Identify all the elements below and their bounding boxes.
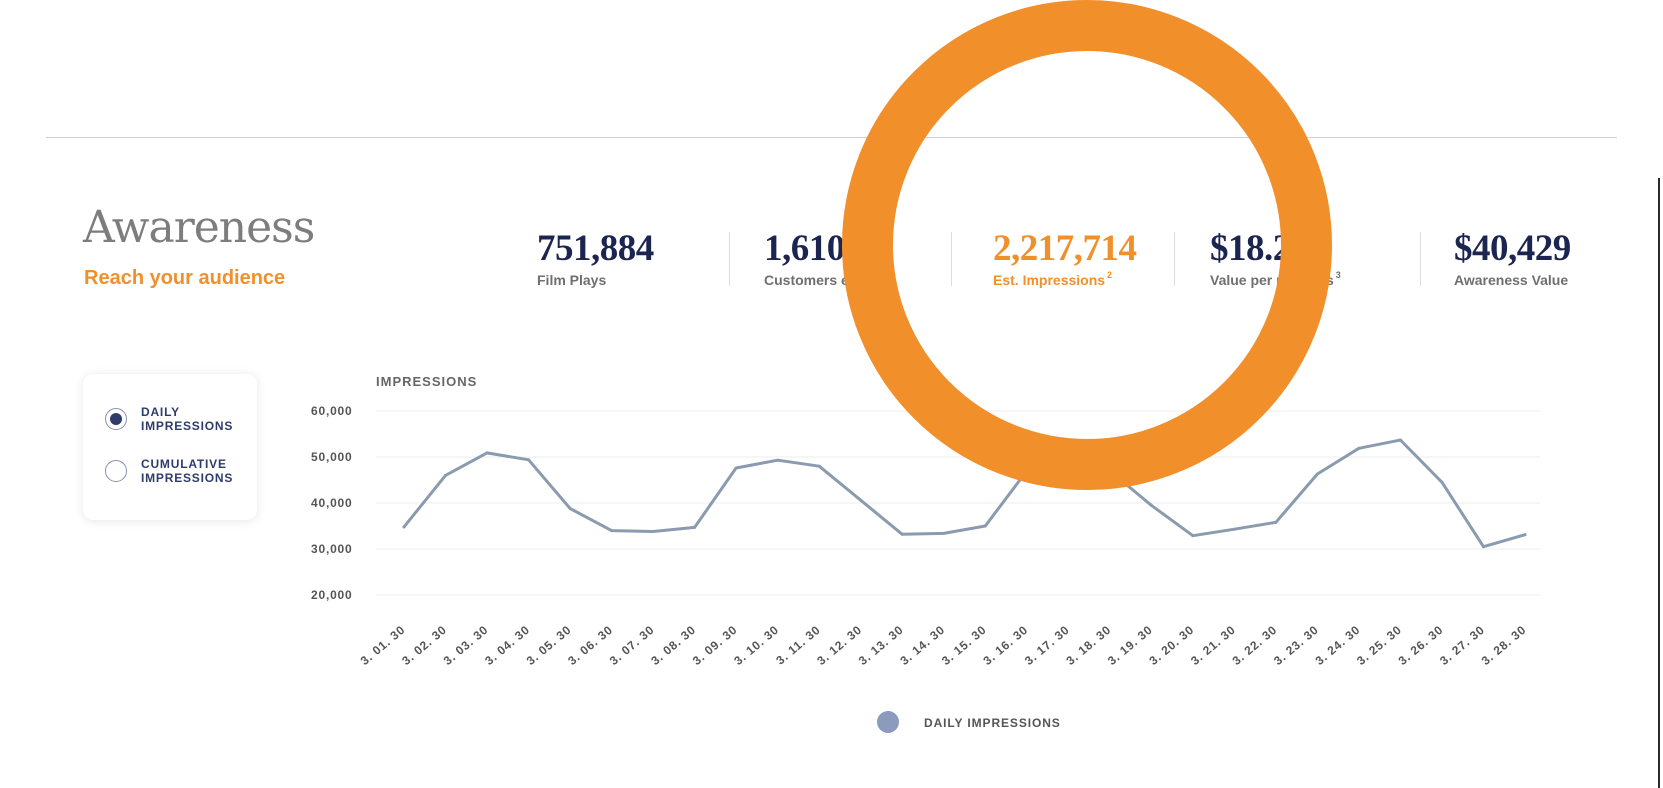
data-point	[1108, 469, 1112, 473]
y-tick-label: 20,000	[311, 588, 353, 602]
stat-value: $18.2	[1210, 228, 1291, 269]
data-point	[1066, 439, 1070, 443]
x-tick-label: 3. 16. 30	[980, 623, 1030, 668]
radio-selected-icon[interactable]	[105, 408, 127, 430]
x-tick-label: 3. 14. 30	[897, 623, 947, 668]
data-point	[610, 529, 614, 533]
data-point	[983, 524, 987, 528]
x-tick-label: 3. 23. 30	[1271, 623, 1321, 668]
y-tick-label: 60,000	[311, 404, 353, 418]
data-point	[1398, 438, 1402, 442]
legend-label: DAILY IMPRESSIONS	[924, 716, 1061, 730]
x-tick-label: 3. 19. 30	[1105, 623, 1155, 668]
x-tick-label: 3. 25. 30	[1354, 623, 1404, 668]
x-tick-label: 3. 21. 30	[1188, 623, 1238, 668]
x-tick-label: 3. 03. 30	[441, 623, 491, 668]
stat-separator	[1420, 232, 1421, 286]
daily-impressions-option[interactable]: DAILY IMPRESSIONS	[105, 405, 245, 433]
data-point	[402, 525, 406, 529]
stat-label: Est. Impressions 2	[993, 270, 1113, 288]
x-tick-label: 3. 22. 30	[1230, 623, 1280, 668]
data-point	[1523, 533, 1527, 537]
cumulative-impressions-option[interactable]: CUMULATIVE IMPRESSIONS	[105, 457, 245, 485]
data-point	[1025, 469, 1029, 473]
data-point	[817, 464, 821, 468]
window-edge	[1658, 178, 1660, 788]
x-tick-label: 3. 12. 30	[814, 623, 864, 668]
footnote-marker: 3	[1335, 270, 1341, 280]
x-tick-label: 3. 06. 30	[565, 623, 615, 668]
data-point	[1274, 520, 1278, 524]
data-point	[651, 530, 655, 534]
data-point	[1440, 480, 1444, 484]
x-tick-label: 3. 07. 30	[607, 623, 657, 668]
x-tick-label: 3. 20. 30	[1146, 623, 1196, 668]
x-tick-label: 3. 09. 30	[690, 623, 740, 668]
x-tick-label: 3. 26. 30	[1396, 623, 1446, 668]
stat-value: $40,429	[1454, 228, 1571, 269]
x-tick-label: 3. 10. 30	[731, 623, 781, 668]
x-tick-label: 3. 28. 30	[1479, 623, 1529, 668]
x-tick-label: 3. 08. 30	[648, 623, 698, 668]
radio-label: CUMULATIVE IMPRESSIONS	[141, 457, 234, 485]
data-point	[1149, 503, 1153, 507]
x-tick-label: 3. 18. 30	[1063, 623, 1113, 668]
x-tick-label: 3. 01. 30	[358, 623, 408, 668]
data-point	[1357, 446, 1361, 450]
x-tick-label: 3. 02. 30	[399, 623, 449, 668]
x-tick-label: 3. 17. 30	[1022, 623, 1072, 668]
y-tick-label: 40,000	[311, 496, 353, 510]
x-tick-label: 3. 11. 30	[773, 623, 823, 668]
stat-est-impressions: 2,217,714 Est. Impressions 2	[993, 230, 1137, 287]
stat-separator	[951, 232, 952, 286]
stat-value: 751,884	[537, 228, 654, 269]
data-point	[693, 525, 697, 529]
stat-label: Film Plays	[537, 272, 607, 288]
stat-awareness-value: $40,429 Awareness Value	[1454, 230, 1571, 287]
stat-film-plays: 751,884 Film Plays	[537, 230, 654, 287]
x-tick-label: 3. 15. 30	[939, 623, 989, 668]
section-title: Awareness	[83, 202, 315, 253]
series-line	[402, 438, 1527, 549]
stat-value: 2,217,714	[993, 228, 1137, 269]
stat-separator	[1174, 232, 1175, 286]
data-point	[942, 531, 946, 535]
x-tick-label: 3. 13. 30	[856, 623, 906, 668]
radio-unselected-icon[interactable]	[105, 460, 127, 482]
data-point	[859, 498, 863, 502]
data-point	[568, 507, 572, 511]
y-axis-label: IMPRESSIONS	[376, 374, 477, 389]
stat-label: Awareness Value	[1454, 272, 1569, 288]
data-point	[1481, 545, 1485, 549]
data-point	[900, 532, 904, 536]
data-point	[485, 451, 489, 455]
footnote-marker: 2	[1107, 270, 1113, 280]
x-tick-label: 3. 27. 30	[1437, 623, 1487, 668]
data-point	[527, 458, 531, 462]
data-point	[444, 473, 448, 477]
data-point	[1232, 527, 1236, 531]
top-divider	[46, 137, 1617, 138]
data-point	[734, 466, 738, 470]
data-point	[776, 458, 780, 462]
data-point	[1191, 534, 1195, 538]
section-subtitle: Reach your audience	[84, 267, 286, 289]
impressions-mode-toggle: DAILY IMPRESSIONS CUMULATIVE IMPRESSIONS	[83, 374, 257, 520]
stat-separator	[729, 232, 730, 286]
y-tick-label: 30,000	[311, 542, 353, 556]
x-tick-label: 3. 24. 30	[1313, 623, 1363, 668]
x-tick-label: 3. 04. 30	[482, 623, 532, 668]
radio-dot	[110, 413, 122, 425]
y-tick-label: 50,000	[311, 450, 353, 464]
x-tick-label: 3. 05. 30	[524, 623, 574, 668]
data-point	[1315, 472, 1319, 476]
legend-swatch	[877, 711, 899, 733]
radio-label: DAILY IMPRESSIONS	[141, 405, 234, 433]
